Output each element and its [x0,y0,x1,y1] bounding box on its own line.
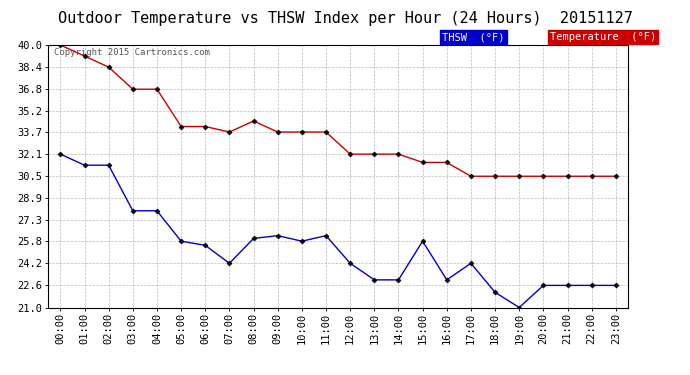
Text: Copyright 2015 Cartronics.com: Copyright 2015 Cartronics.com [54,48,210,57]
Text: Temperature  (°F): Temperature (°F) [550,32,656,42]
Text: THSW  (°F): THSW (°F) [442,32,505,42]
Text: Outdoor Temperature vs THSW Index per Hour (24 Hours)  20151127: Outdoor Temperature vs THSW Index per Ho… [57,11,633,26]
